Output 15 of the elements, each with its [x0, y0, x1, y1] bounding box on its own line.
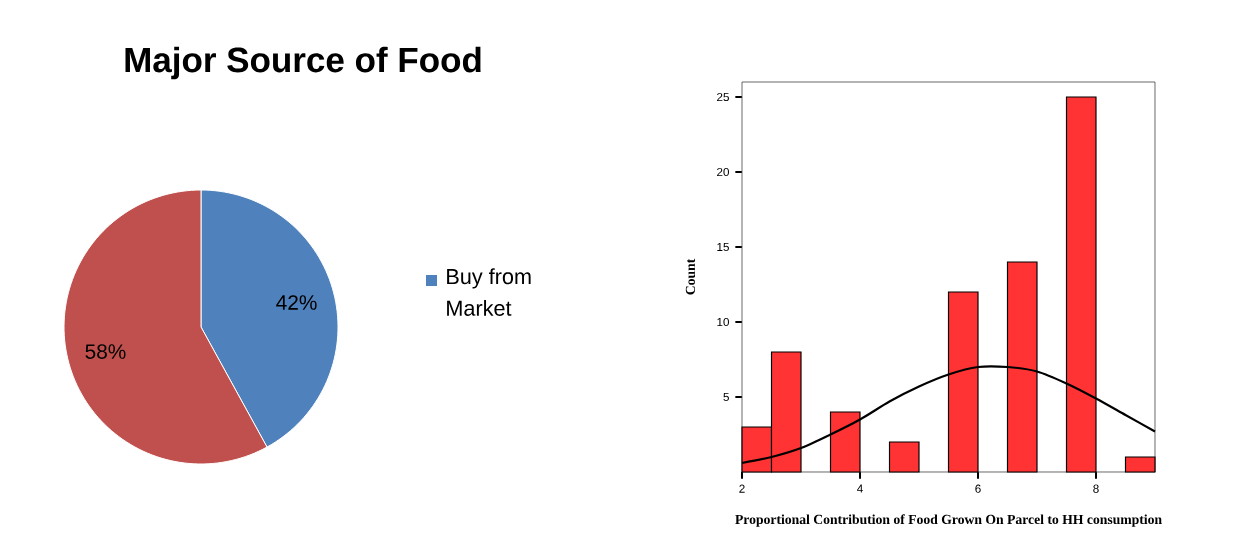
y-tick-label: 5: [723, 392, 729, 402]
legend-label: Buy from Market: [447, 268, 531, 316]
x-tick-label: 6: [975, 484, 981, 493]
x-axis-title: Proportional Contribution of Food Grown On Parcel to HH consumption: [735, 514, 1162, 527]
y-tick-label: 20: [717, 167, 729, 177]
x-tick-label: 4: [857, 484, 863, 493]
y-tick-label: 15: [717, 242, 729, 252]
y-tick-label: 10: [717, 317, 729, 327]
chart-title: Major Source of Food: [125, 46, 481, 80]
x-tick-label: 8: [1093, 484, 1099, 493]
y-axis-title: Count: [685, 258, 696, 295]
y-tick-label: 25: [717, 92, 729, 102]
x-tick-label: 2: [739, 484, 745, 493]
data-label: 42%: [276, 295, 317, 310]
data-label: 58%: [85, 344, 126, 359]
